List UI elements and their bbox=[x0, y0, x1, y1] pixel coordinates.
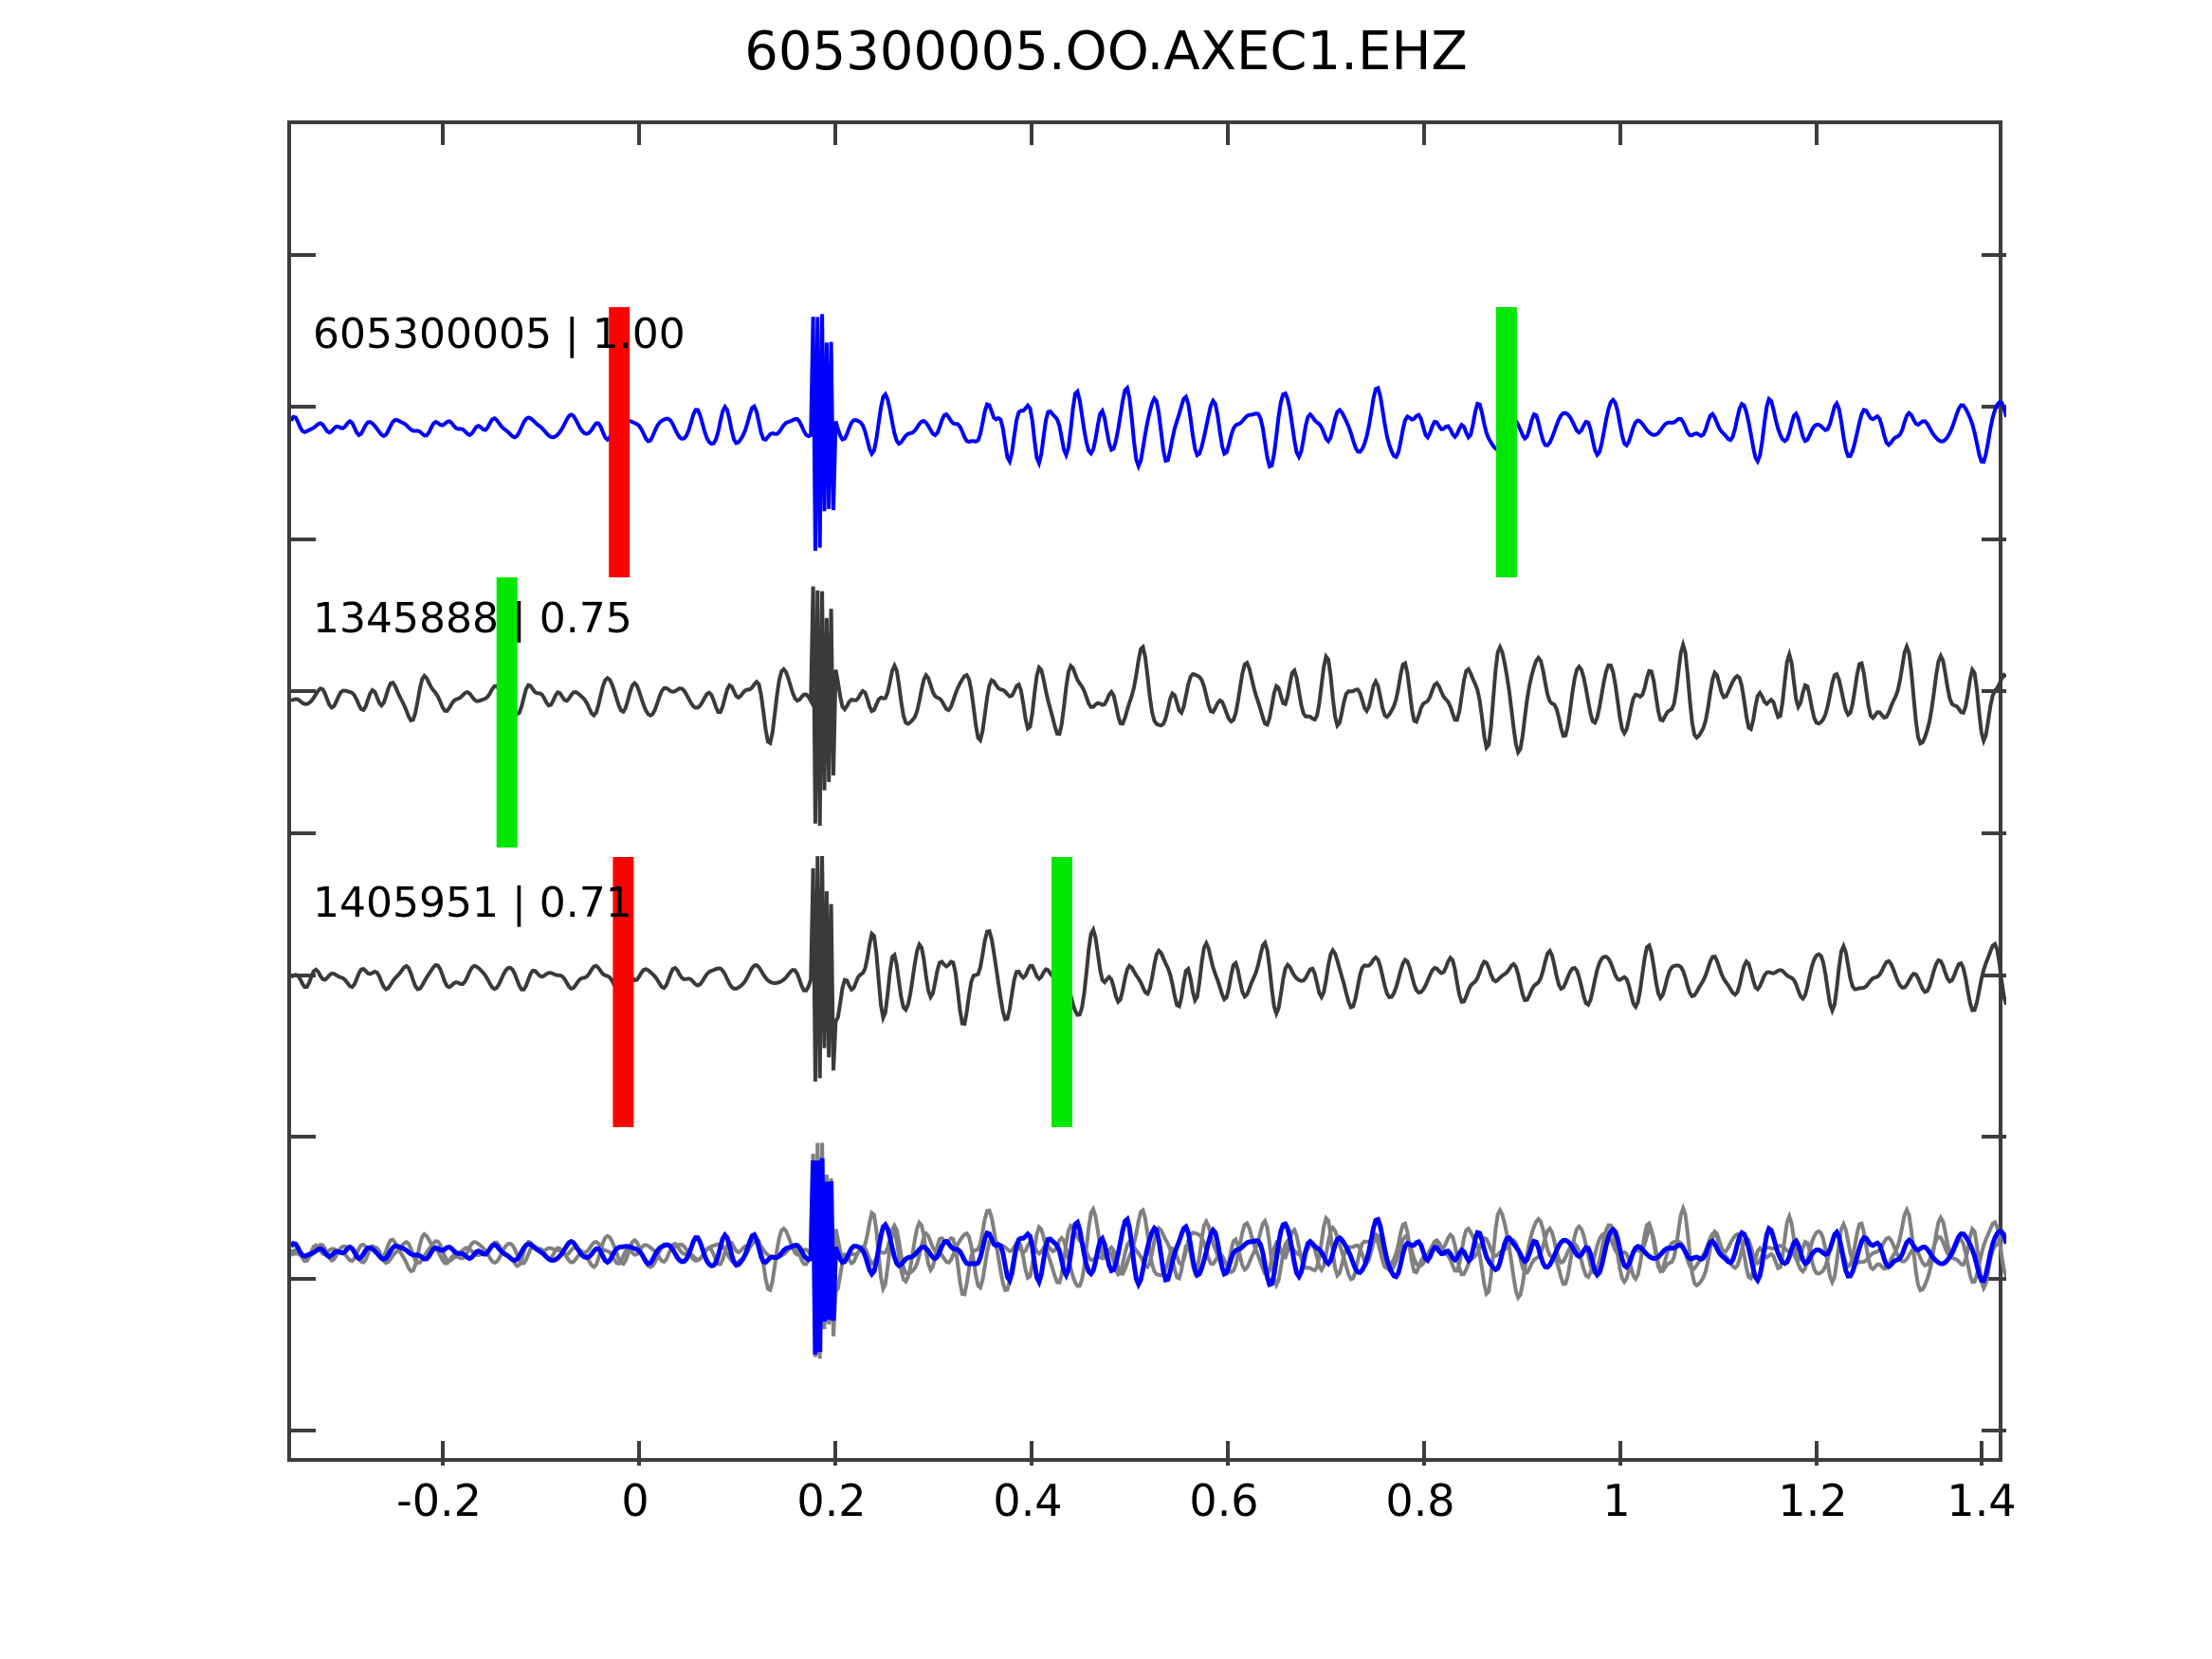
plot-svg bbox=[291, 124, 2006, 1466]
xtick-label-1: 0 bbox=[621, 1475, 649, 1526]
pick-marker-s-1405951 bbox=[1051, 857, 1072, 1127]
xtick-label-5: 0.8 bbox=[1385, 1475, 1455, 1526]
trace-label-1405951: 1405951 | 0.71 bbox=[313, 879, 632, 927]
pick-marker-s-605300005 bbox=[1495, 307, 1517, 577]
page-title: 605300005.OO.AXEC1.EHZ bbox=[744, 21, 1468, 82]
xtick-label-3: 0.4 bbox=[993, 1475, 1063, 1526]
x-axis-ticks bbox=[441, 124, 1983, 1466]
waveform-605300005 bbox=[291, 314, 2006, 552]
xtick-label-2: 0.2 bbox=[796, 1475, 867, 1526]
xtick-label-8: 1.4 bbox=[1947, 1475, 2017, 1526]
waveform-1405951 bbox=[291, 855, 2006, 1082]
xtick-label-7: 1.2 bbox=[1778, 1475, 1848, 1526]
pick-marker-p-1405951 bbox=[612, 857, 634, 1127]
pick-marker-s-1345888 bbox=[496, 577, 518, 848]
plot-area bbox=[287, 120, 2006, 1466]
xtick-label-0: -0.2 bbox=[396, 1475, 482, 1526]
overlay-waveform-1405951 bbox=[291, 1142, 2006, 1347]
trace-label-605300005: 605300005 | 1.00 bbox=[313, 310, 686, 358]
waveform-traces bbox=[291, 314, 2006, 1359]
xtick-label-4: 0.6 bbox=[1189, 1475, 1259, 1526]
overlay-waveform-605300005 bbox=[291, 1158, 2006, 1355]
trace-label-1345888: 1345888 | 0.75 bbox=[313, 594, 632, 643]
waveform-1345888 bbox=[291, 586, 2006, 827]
pick-marker-p-605300005 bbox=[609, 307, 631, 577]
xtick-label-6: 1 bbox=[1602, 1475, 1631, 1526]
pick-markers bbox=[496, 307, 1517, 1127]
